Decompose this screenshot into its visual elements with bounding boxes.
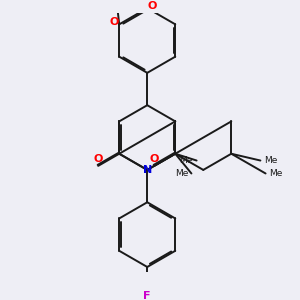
- Text: Me: Me: [175, 169, 188, 178]
- Text: O: O: [147, 1, 157, 10]
- Text: N: N: [142, 165, 152, 175]
- Text: F: F: [143, 291, 151, 300]
- Text: O: O: [110, 17, 119, 27]
- Text: O: O: [94, 154, 103, 164]
- Text: O: O: [150, 154, 159, 164]
- Text: Me: Me: [269, 169, 282, 178]
- Text: Me: Me: [179, 156, 193, 165]
- Text: Me: Me: [264, 156, 278, 165]
